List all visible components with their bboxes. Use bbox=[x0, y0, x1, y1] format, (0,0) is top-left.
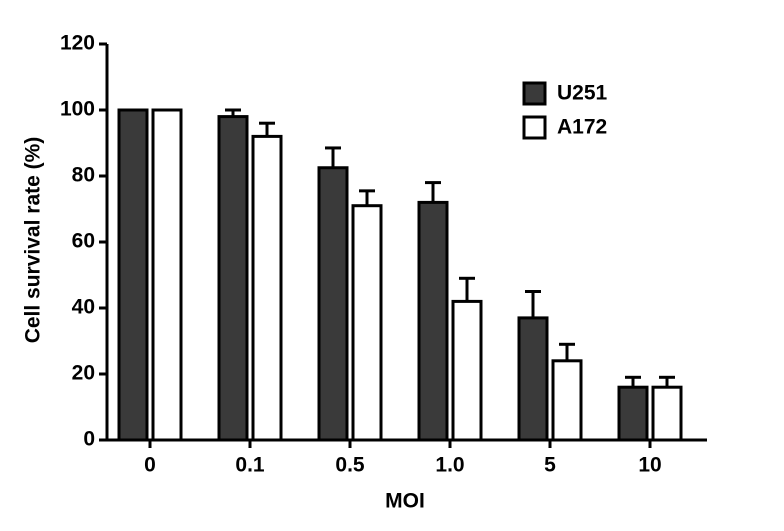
x-tick-label: 5 bbox=[544, 454, 556, 477]
bar bbox=[651, 385, 683, 442]
y-tick-label: 100 bbox=[60, 98, 95, 121]
legend-label: U251 bbox=[557, 82, 608, 105]
x-tick-label: 10 bbox=[638, 454, 661, 477]
bar bbox=[317, 166, 349, 442]
legend-swatch bbox=[522, 115, 547, 140]
bar bbox=[417, 200, 449, 442]
legend-label: A172 bbox=[557, 116, 607, 139]
bar bbox=[117, 108, 149, 442]
x-tick-label: 1.0 bbox=[435, 454, 464, 477]
y-tick-label: 80 bbox=[72, 164, 95, 187]
bar bbox=[551, 359, 583, 442]
x-tick-label: 0.5 bbox=[335, 454, 365, 477]
x-tick-label: 0.1 bbox=[235, 454, 265, 477]
y-tick-label: 20 bbox=[72, 362, 95, 385]
x-axis-title: MOI bbox=[385, 490, 425, 513]
bar bbox=[451, 299, 483, 442]
bar bbox=[217, 115, 249, 442]
y-tick-label: 0 bbox=[83, 428, 95, 451]
bar bbox=[151, 108, 183, 442]
bar bbox=[517, 316, 549, 442]
bar bbox=[351, 204, 383, 442]
y-tick-label: 60 bbox=[72, 230, 95, 253]
bar bbox=[251, 134, 283, 442]
y-tick-label: 40 bbox=[72, 296, 95, 319]
y-axis-title: Cell survival rate (%) bbox=[22, 137, 45, 344]
x-tick-label: 0 bbox=[144, 454, 156, 477]
bar bbox=[617, 385, 649, 442]
legend-swatch bbox=[522, 81, 547, 106]
y-tick-label: 120 bbox=[60, 32, 95, 55]
